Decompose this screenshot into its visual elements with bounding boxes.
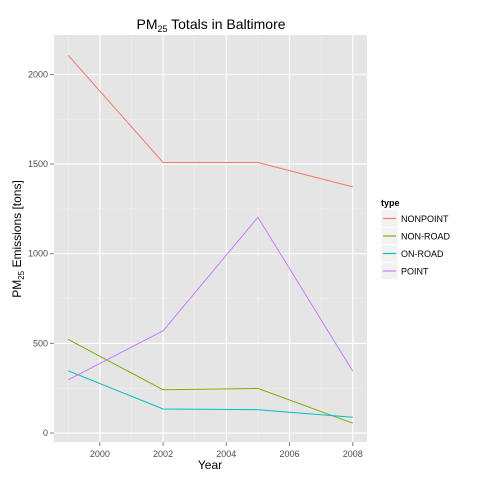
legend-title: type: [381, 198, 400, 208]
y-axis-ticks: 0 500 1000 1500 2000: [28, 69, 54, 438]
series-lines: [67, 54, 354, 424]
plot-panel: [54, 35, 367, 442]
chart-title-subscript: 25: [157, 24, 167, 34]
major-grid: [54, 35, 367, 442]
legend: type NONPOINT NON-ROAD ON-ROAD POINT: [380, 198, 450, 280]
x-tick-label: 2004: [216, 449, 236, 459]
y-tick-label: 500: [33, 338, 48, 348]
y-tick-label: 1000: [28, 249, 48, 259]
chart-title-rest: Totals in Baltimore: [168, 16, 286, 32]
x-axis-ticks: 2000 2002 2004 2006 2008: [90, 442, 363, 459]
legend-items: NONPOINT NON-ROAD ON-ROAD POINT: [380, 209, 450, 280]
series-line-point: [67, 216, 354, 381]
x-tick-label: 2006: [280, 449, 300, 459]
legend-label-non-road: NON-ROAD: [401, 232, 450, 242]
y-axis-title: PM25 Emissions [tons]: [10, 180, 26, 298]
x-tick-label: 2002: [153, 449, 173, 459]
minor-grid: [54, 35, 367, 442]
legend-label-point: POINT: [401, 267, 429, 277]
y-axis-title-subscript: 25: [17, 270, 26, 279]
series-line-non-road: [67, 338, 353, 424]
chart-title-main: PM: [136, 16, 157, 32]
legend-label-on-road: ON-ROAD: [401, 249, 444, 259]
x-tick-label: 2008: [343, 449, 363, 459]
x-axis-title: Year: [198, 458, 222, 472]
y-axis-title-main: PM: [10, 280, 24, 298]
x-tick-label: 2000: [90, 449, 110, 459]
series-line-nonpoint: [67, 54, 353, 188]
y-tick-label: 2000: [28, 69, 48, 79]
chart-title: PM25 Totals in Baltimore: [136, 16, 285, 34]
legend-label-nonpoint: NONPOINT: [401, 214, 449, 224]
series-line-on-road: [68, 370, 353, 418]
y-tick-label: 0: [43, 428, 48, 438]
y-axis-title-rest: Emissions [tons]: [10, 180, 24, 271]
y-tick-label: 1500: [28, 159, 48, 169]
